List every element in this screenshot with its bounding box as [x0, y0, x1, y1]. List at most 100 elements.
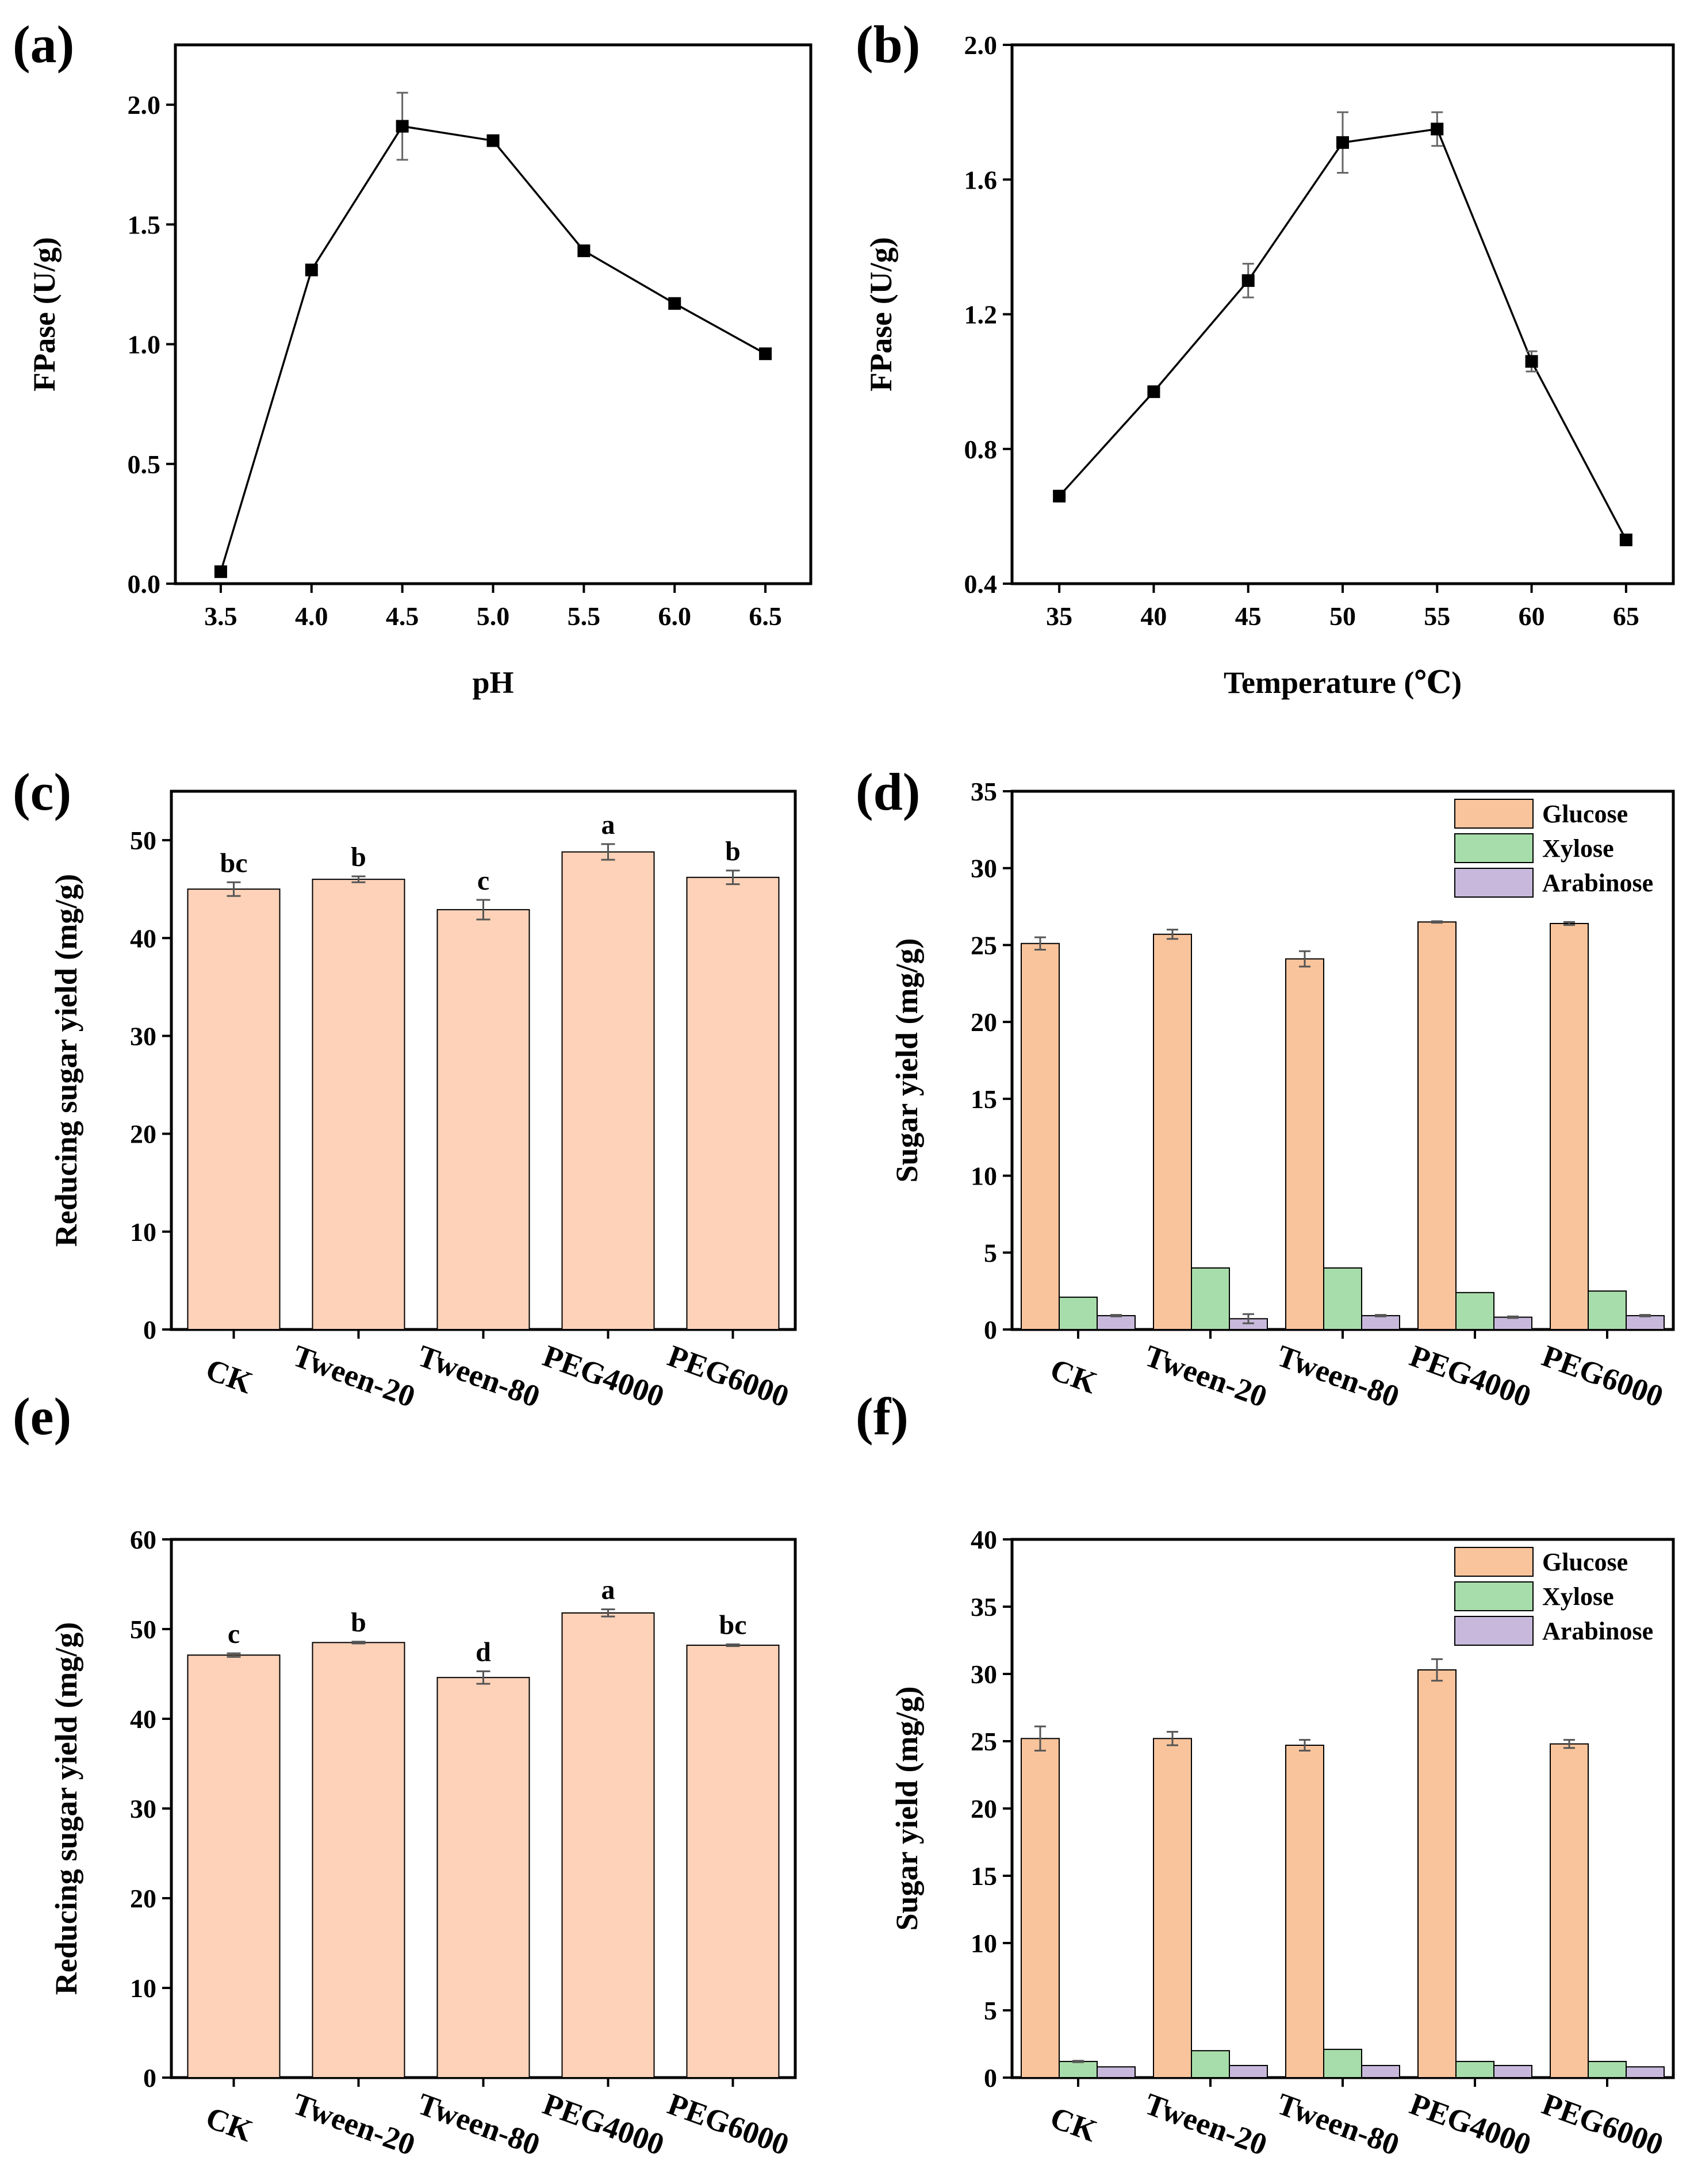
bar [436, 1677, 530, 2078]
data-point [577, 244, 591, 258]
x-tick-label: 50 [1329, 601, 1356, 631]
y-tick-label: 0 [984, 1315, 997, 1344]
bar-glucose [1285, 958, 1324, 1331]
bar-xylose [1059, 1296, 1098, 1331]
bar [312, 879, 405, 1331]
y-tick-label: 10 [130, 1974, 156, 2003]
panel-b: (b) 0.4 0.8 1.2 1.6 2.0 FPase (U/g) 35 40 45 50 55 6… [856, 15, 1675, 700]
bar [436, 909, 530, 1331]
x-tick-label: 4.5 [386, 601, 419, 631]
x-axis-title: pH [472, 665, 513, 700]
y-tick-label: 10 [130, 1217, 156, 1247]
y-tick-label: 10 [971, 1929, 997, 1958]
significance-letter: b [351, 842, 366, 872]
significance-letter: b [725, 836, 741, 867]
significance-letter: d [476, 1637, 491, 1667]
x-tick-label: 45 [1235, 601, 1262, 631]
legend-swatch-glucose [1454, 799, 1534, 829]
significance-letter: b [351, 1607, 366, 1638]
x-tick-label: 65 [1613, 601, 1639, 631]
bar-xylose [1323, 1267, 1362, 1330]
category-label: PEG4000 [1405, 2086, 1535, 2162]
category-label: Tween-80 [413, 1338, 545, 1414]
bar-xylose [1455, 2060, 1494, 2078]
legend-label: Xylose [1542, 834, 1614, 863]
series-line [1058, 128, 1627, 541]
y-tick-label: 0.4 [964, 569, 998, 599]
y-tick-label: 1.0 [128, 330, 161, 359]
category-label: Tween-20 [289, 2086, 420, 2162]
y-tick-label: 5 [984, 1996, 997, 2025]
y-tick-label: 0.0 [128, 569, 161, 599]
data-point [214, 565, 227, 578]
bar-glucose [1021, 942, 1060, 1330]
category-label: Tween-20 [1140, 2086, 1271, 2162]
y-tick-label: 40 [130, 924, 156, 953]
y-tick-label: 0.8 [964, 435, 998, 464]
data-point [1053, 489, 1066, 503]
y-axis-title: Reducing sugar yield (mg/g) [49, 874, 83, 1247]
y-tick-label: 50 [130, 826, 156, 855]
y-tick-label: 0.5 [128, 450, 161, 479]
category-label: PEG4000 [538, 2086, 668, 2162]
y-tick-label: 20 [130, 1884, 156, 1913]
category-label: CK [201, 1352, 257, 1400]
y-tick-label: 5 [984, 1238, 997, 1267]
y-axis-title: FPase (U/g) [27, 237, 62, 391]
y-tick-label: 60 [130, 1525, 156, 1554]
x-axis-title: Temperature (℃) [1224, 665, 1462, 700]
bar [686, 876, 780, 1330]
data-point [1147, 385, 1160, 399]
y-tick-label: 40 [130, 1704, 156, 1734]
significance-letter: a [601, 810, 615, 840]
bar-arabinose [1361, 1315, 1400, 1330]
y-tick-label: 50 [130, 1615, 156, 1644]
x-tick-label: 55 [1424, 601, 1450, 631]
y-tick-label: 2.0 [128, 90, 161, 120]
legend-label: Arabinose [1542, 1617, 1653, 1645]
data-point [1336, 136, 1349, 149]
bar-arabinose [1097, 2066, 1136, 2079]
y-tick-label: 30 [130, 1794, 156, 1823]
x-tick-label: 4.0 [295, 601, 328, 631]
bar-xylose [1323, 2048, 1362, 2079]
bar-arabinose [1229, 2064, 1268, 2078]
panel-a: (a) 0.0 0.5 1.0 1.5 2.0 FPase (U/g) 3.5 4.0 4.5 5.… [13, 15, 812, 700]
y-tick-label: 1.2 [964, 300, 998, 329]
bar [187, 1654, 281, 2078]
axes-frame [174, 43, 812, 585]
series-line [220, 125, 766, 572]
category-label: CK [201, 2100, 257, 2148]
y-tick-label: 25 [971, 930, 997, 960]
category-label: Tween-80 [1273, 2086, 1404, 2162]
category-label: Tween-80 [1273, 1338, 1404, 1414]
bar-xylose [1588, 2060, 1627, 2078]
legend-swatch-xylose [1454, 833, 1534, 863]
bar-glucose [1417, 921, 1457, 1331]
bar-xylose [1059, 2060, 1098, 2078]
y-tick-label: 1.6 [964, 165, 998, 194]
legend-label: Xylose [1542, 1583, 1614, 1611]
data-point [759, 347, 772, 361]
panel-label: (d) [856, 763, 920, 821]
y-tick-label: 20 [971, 1007, 997, 1037]
panel-f: (f) 0 5 10 15 20 25 30 35 40 Sugar yield (mg/g) CK T… [856, 1387, 1675, 2162]
legend-swatch-arabinose [1454, 1616, 1534, 1646]
bar [561, 851, 655, 1330]
x-tick-label: 35 [1046, 601, 1072, 631]
category-label: CK [1046, 2100, 1102, 2148]
legend-swatch-arabinose [1454, 868, 1534, 898]
bar-glucose [1153, 1738, 1192, 2079]
x-tick-label: 40 [1140, 601, 1167, 631]
x-tick-label: 3.5 [204, 601, 237, 631]
legend-label: Glucose [1542, 800, 1628, 828]
bar-arabinose [1626, 1315, 1665, 1330]
significance-letter: bc [220, 848, 248, 878]
bar-xylose [1455, 1292, 1494, 1330]
panel-label: (c) [13, 763, 71, 821]
y-axis-title: Reducing sugar yield (mg/g) [49, 1622, 83, 1995]
bar-glucose [1021, 1738, 1060, 2079]
x-tick-label: 6.0 [658, 601, 691, 631]
bar-arabinose [1361, 2064, 1400, 2078]
